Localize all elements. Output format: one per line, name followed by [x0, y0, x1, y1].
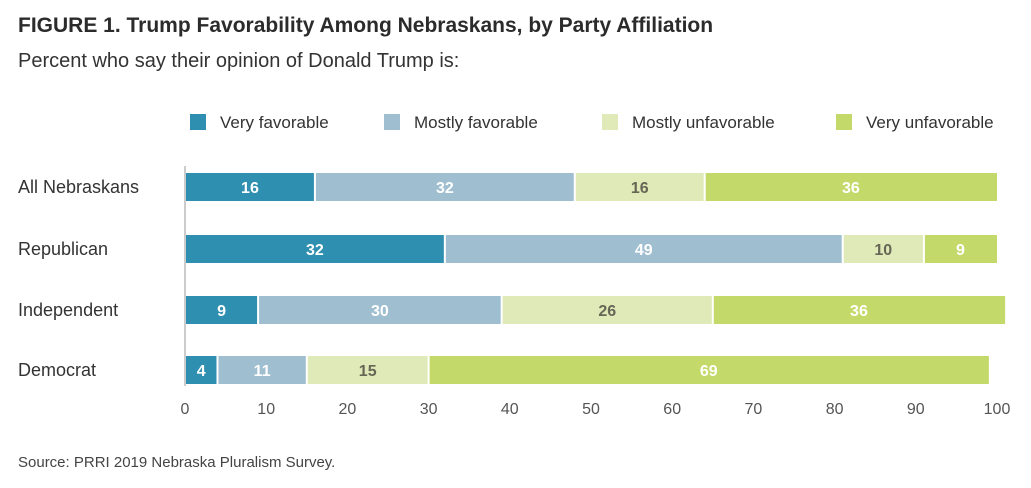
x-tick-label: 80: [826, 401, 844, 418]
data-label: 16: [631, 180, 649, 197]
bar-segment: [185, 235, 445, 263]
x-tick-label: 70: [745, 401, 763, 418]
chart-subtitle: Percent who say their opinion of Donald …: [18, 50, 460, 72]
bar-segment: [306, 356, 429, 384]
bar-segment: [185, 173, 315, 201]
x-tick-label: 50: [582, 401, 600, 418]
x-tick-label: 40: [501, 401, 519, 418]
data-label: 36: [842, 180, 860, 197]
legend-swatch: [190, 114, 206, 130]
bar-segment: [501, 296, 713, 324]
data-label: 15: [359, 363, 377, 380]
bar-segment: [217, 356, 307, 384]
bar-segment: [923, 235, 997, 263]
category-label: Democrat: [18, 360, 96, 380]
x-axis-ticks: 0 10 20 30 40 50 60 70 80 90 100: [181, 401, 1011, 418]
legend-swatch: [836, 114, 852, 130]
bar-segment: [712, 296, 1006, 324]
category-label: Independent: [18, 300, 118, 320]
chart-title: FIGURE 1. Trump Favorability Among Nebra…: [18, 14, 714, 37]
bar-segment: [185, 356, 218, 384]
source-note: Source: PRRI 2019 Nebraska Pluralism Sur…: [18, 454, 336, 471]
x-tick-label: 10: [257, 401, 275, 418]
category-label: Republican: [18, 239, 108, 259]
bar-segment: [428, 356, 989, 384]
data-label: 9: [217, 303, 226, 320]
data-label: 16: [241, 180, 259, 197]
legend-label: Mostly favorable: [414, 113, 538, 132]
legend-label: Very unfavorable: [866, 113, 994, 132]
x-tick-label: 90: [907, 401, 925, 418]
x-tick-label: 0: [181, 401, 190, 418]
bars: 16 32 16 36 32 49 10 9 9 30 26 36 4 11 15 69: [185, 173, 1006, 384]
x-tick-label: 100: [984, 401, 1011, 418]
bar-segment: [842, 235, 924, 263]
bar-segment: [185, 296, 259, 324]
data-label: 10: [874, 242, 892, 259]
legend: Very favorable Mostly favorable Mostly unf…: [190, 113, 994, 132]
bar-segment: [704, 173, 997, 201]
data-label: 4: [197, 363, 206, 380]
data-label: 9: [956, 242, 965, 259]
x-tick-label: 60: [663, 401, 681, 418]
category-label: All Nebraskans: [18, 177, 139, 197]
legend-swatch: [384, 114, 400, 130]
x-tick-label: 20: [339, 401, 357, 418]
legend-label: Very favorable: [220, 113, 329, 132]
legend-swatch: [602, 114, 618, 130]
bar-segment: [574, 173, 705, 201]
data-label: 69: [700, 363, 718, 380]
category-labels: All Nebraskans Republican Independent Democ…: [18, 177, 139, 380]
legend-label: Mostly unfavorable: [632, 113, 775, 132]
data-label: 32: [436, 180, 454, 197]
data-label: 36: [850, 303, 868, 320]
data-label: 49: [635, 242, 653, 259]
data-label: 30: [371, 303, 389, 320]
data-label: 26: [598, 303, 616, 320]
bar-segment: [314, 173, 575, 201]
data-label: 11: [254, 363, 271, 380]
x-tick-label: 30: [420, 401, 438, 418]
bar-segment: [444, 235, 843, 263]
bar-segment: [258, 296, 502, 324]
data-label: 32: [306, 242, 324, 259]
